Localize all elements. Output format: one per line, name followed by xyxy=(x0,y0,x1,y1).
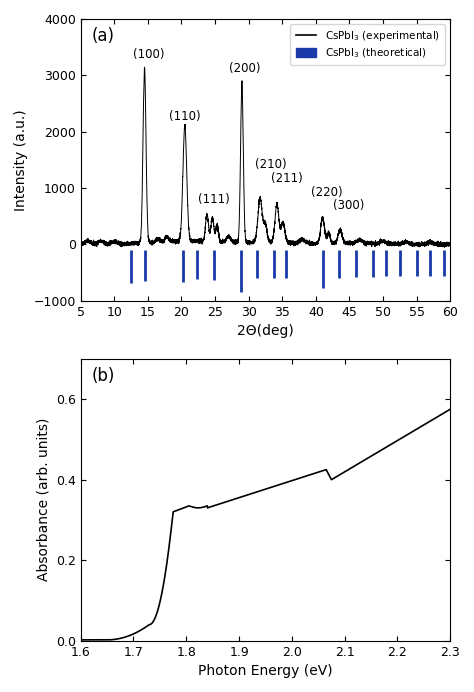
Text: (111): (111) xyxy=(198,193,230,206)
Y-axis label: Intensity (a.u.): Intensity (a.u.) xyxy=(14,109,28,210)
Legend: CsPbI$_3$ (experimental), CsPbI$_3$ (theoretical): CsPbI$_3$ (experimental), CsPbI$_3$ (the… xyxy=(291,24,445,65)
Text: (300): (300) xyxy=(333,199,364,212)
Text: (211): (211) xyxy=(271,172,302,185)
Text: (210): (210) xyxy=(255,158,287,171)
Text: (200): (200) xyxy=(228,62,260,75)
Text: (b): (b) xyxy=(92,367,115,385)
X-axis label: 2Θ(deg): 2Θ(deg) xyxy=(237,324,294,338)
Text: (110): (110) xyxy=(169,110,201,123)
Text: (a): (a) xyxy=(92,28,115,46)
Text: (220): (220) xyxy=(311,186,343,199)
Y-axis label: Absorbance (arb. units): Absorbance (arb. units) xyxy=(36,418,50,581)
Text: (100): (100) xyxy=(133,48,164,61)
X-axis label: Photon Energy (eV): Photon Energy (eV) xyxy=(198,664,333,678)
